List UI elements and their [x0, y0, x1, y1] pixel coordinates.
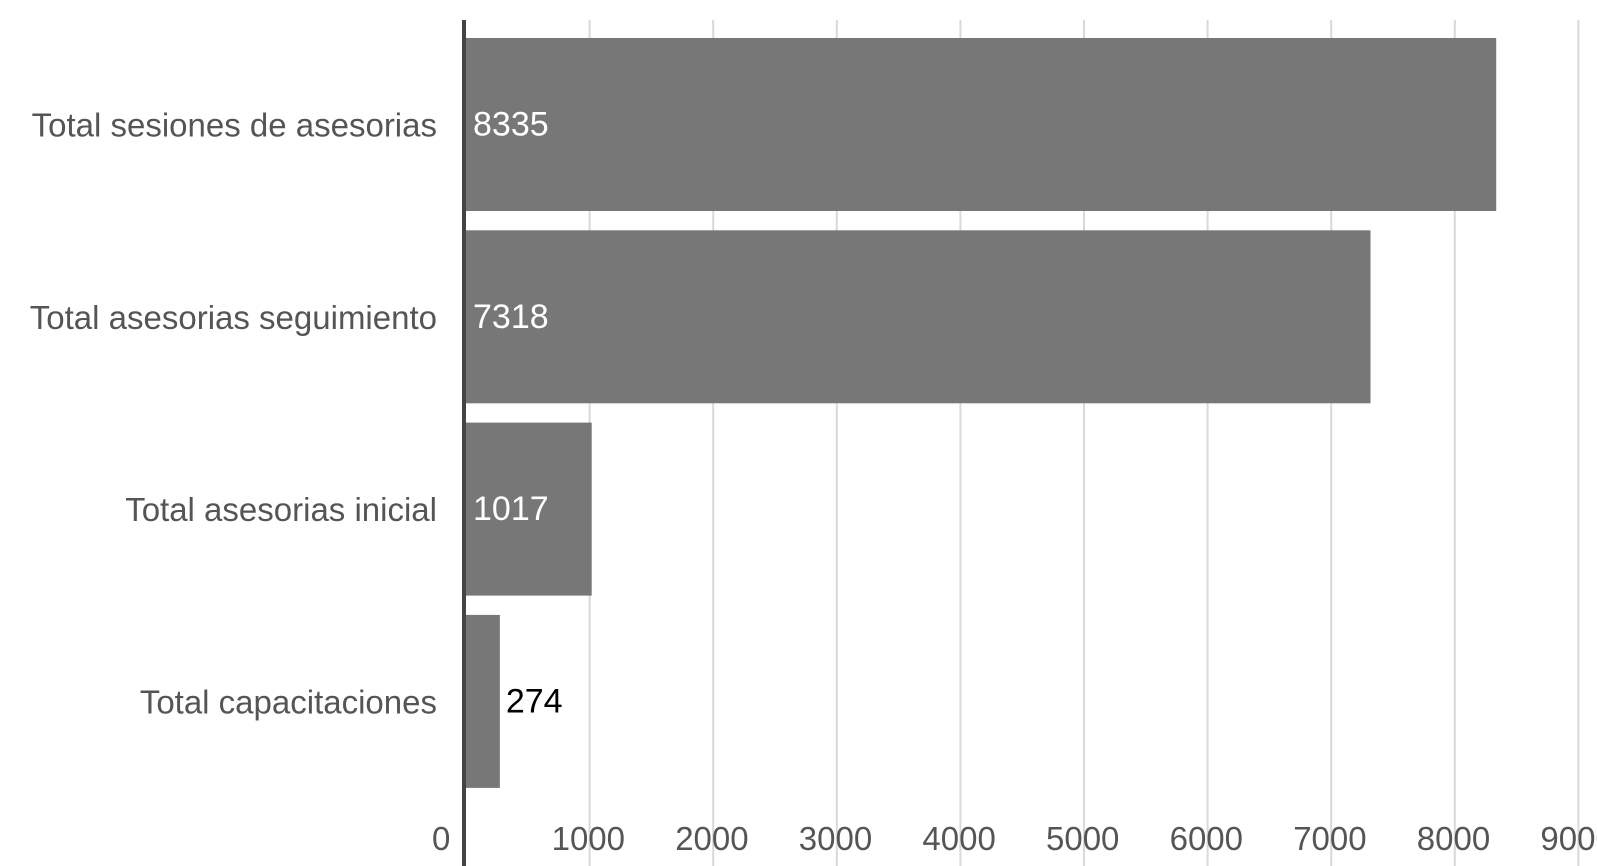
bar	[466, 422, 592, 596]
x-tick-label: 3000	[799, 820, 872, 857]
bars	[466, 38, 1497, 788]
x-tick-label: 6000	[1170, 820, 1243, 857]
labels: 0 1000 2000 3000 4000 5000 6000 7000 8000 9000 Tot…	[30, 106, 1597, 858]
data-label: 7318	[473, 298, 549, 336]
category-label: Total asesorias seguimiento	[30, 299, 437, 336]
bar	[466, 614, 500, 788]
x-tick-label: 9000	[1540, 820, 1597, 857]
data-label: 274	[506, 682, 563, 720]
x-tick-label: 2000	[675, 820, 748, 857]
x-tick-label: 7000	[1293, 820, 1366, 857]
bar	[466, 230, 1371, 404]
category-label: Total sesiones de asesorias	[32, 107, 437, 144]
x-tick-label: 1000	[552, 820, 625, 857]
x-tick-label: 4000	[922, 820, 995, 857]
data-label: 8335	[473, 106, 549, 144]
category-label: Total capacitaciones	[140, 683, 437, 720]
category-label: Total asesorias inicial	[125, 491, 437, 528]
x-tick-label: 5000	[1046, 820, 1119, 857]
x-tick-label: 8000	[1417, 820, 1490, 857]
data-label: 1017	[473, 490, 549, 528]
x-tick-label: 0	[432, 820, 450, 857]
bar	[466, 38, 1497, 211]
